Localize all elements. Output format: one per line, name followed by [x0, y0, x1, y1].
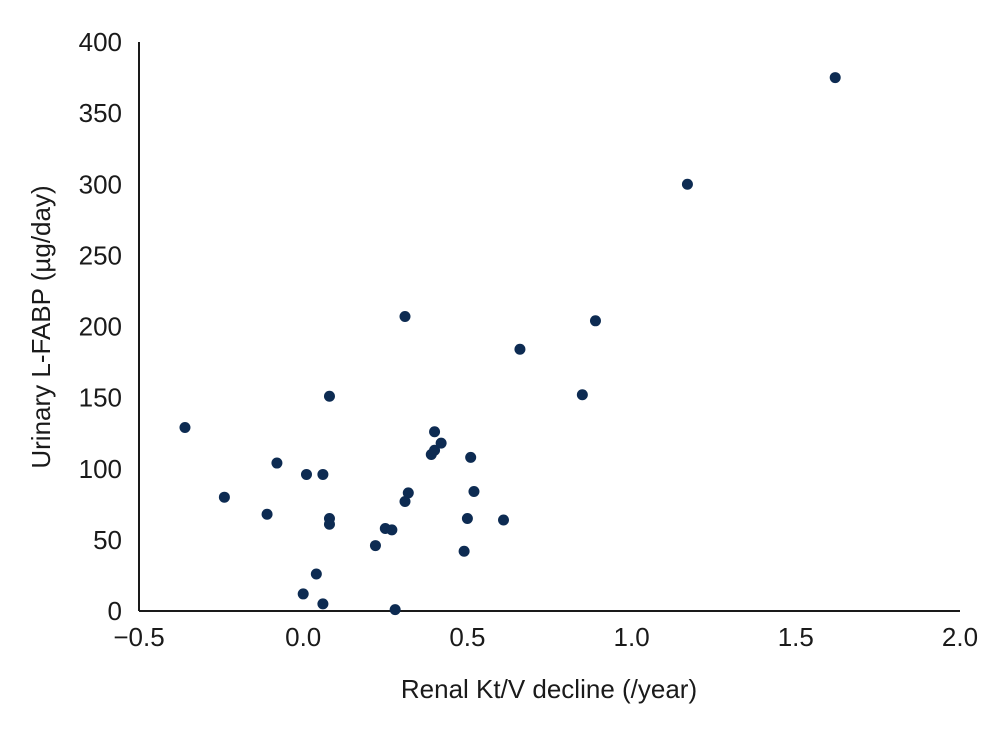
y-tick-label: 100	[79, 454, 122, 484]
y-axis-title: Urinary L-FABP (µg/day)	[26, 185, 56, 468]
y-tick-label: 400	[79, 27, 122, 57]
data-point	[218, 491, 230, 503]
y-tick-label: 250	[79, 240, 122, 270]
data-point	[369, 540, 381, 552]
data-point	[317, 598, 329, 610]
data-point	[389, 604, 401, 616]
data-point	[429, 426, 441, 438]
data-point	[589, 315, 601, 327]
data-points	[179, 72, 841, 616]
data-point	[271, 457, 283, 469]
x-tick-label: 1.5	[778, 622, 814, 652]
y-axis-ticks: 0 50 100 150 200 250 300 350 400	[79, 27, 122, 626]
data-point	[514, 343, 526, 355]
y-tick-label: 150	[79, 383, 122, 413]
x-axis-title: Renal Kt/V decline (/year)	[401, 674, 697, 704]
y-tick-label: 0	[108, 596, 122, 626]
data-point	[576, 389, 588, 401]
data-point	[468, 486, 480, 498]
data-point	[498, 514, 510, 526]
data-point	[461, 513, 473, 525]
data-point	[297, 588, 309, 600]
x-tick-label: 1.0	[614, 622, 650, 652]
data-point	[402, 487, 414, 499]
x-axis-ticks: −0.5 0.0 0.5 1.0 1.5 2.0	[113, 622, 978, 652]
data-point	[261, 508, 273, 520]
data-point	[310, 568, 322, 580]
data-point	[435, 437, 447, 449]
y-tick-label: 300	[79, 169, 122, 199]
x-tick-label: 0.5	[449, 622, 485, 652]
y-tick-label: 350	[79, 98, 122, 128]
data-point	[323, 390, 335, 402]
data-point	[429, 444, 441, 456]
x-tick-label: 2.0	[942, 622, 978, 652]
data-point	[829, 72, 841, 84]
x-tick-label: −0.5	[113, 622, 164, 652]
data-point	[317, 468, 329, 480]
data-point	[300, 468, 312, 480]
data-point	[458, 545, 470, 557]
y-tick-label: 50	[93, 525, 122, 555]
data-point	[465, 451, 477, 463]
x-tick-label: 0.0	[285, 622, 321, 652]
data-point	[179, 421, 191, 433]
data-point	[399, 495, 411, 507]
y-tick-label: 200	[79, 312, 122, 342]
data-point	[323, 518, 335, 530]
data-point	[681, 178, 693, 190]
data-point	[399, 311, 411, 323]
data-point	[386, 524, 398, 536]
